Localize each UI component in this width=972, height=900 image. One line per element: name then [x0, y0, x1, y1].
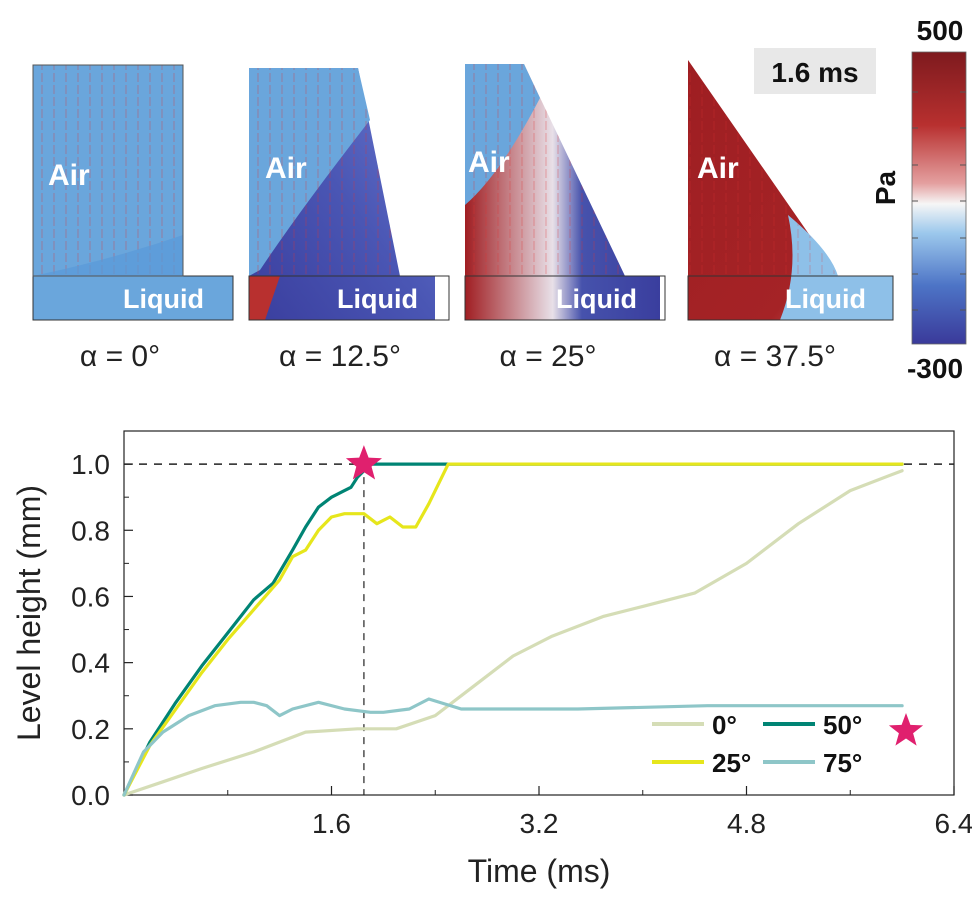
series-line-25deg [122, 462, 904, 797]
level-height-chart: 1.6 3.2 4.8 6.4 0.0 0.2 0.4 0.6 0.8 1.0 Time (ms… [11, 430, 972, 889]
colorbar-gradient [911, 51, 967, 345]
panel-3-caption: α = 25° [500, 340, 597, 373]
star-marker [345, 445, 382, 480]
series-line-0deg [122, 469, 904, 797]
panel-1: Air Liquid α = 0° [32, 64, 234, 373]
panel-4-liquid [687, 275, 894, 321]
y-axis-label: Level height (mm) [11, 485, 47, 741]
panel-4-air-label: Air [697, 152, 739, 185]
panel-2-liquid-label: Liquid [337, 284, 418, 314]
panel-4: Air Liquid α = 37.5° [687, 60, 894, 373]
colorbar-max-label: 500 [917, 15, 964, 46]
panel-3-liquid-label: Liquid [556, 284, 637, 314]
colorbar: 500 Pa -300 [870, 15, 967, 384]
colorbar-unit: Pa [870, 170, 901, 205]
x-tick-label: 4.8 [727, 808, 766, 839]
y-tick-label: 0.0 [71, 780, 110, 811]
x-tick-label: 6.4 [935, 808, 972, 839]
y-tick-label: 1.0 [71, 449, 110, 480]
legend-label: 75° [823, 748, 862, 778]
time-badge-bg [754, 48, 876, 94]
panel-1-caption: α = 0° [80, 340, 160, 373]
colorbar-min-label: -300 [907, 353, 963, 384]
series-line-75deg [122, 697, 904, 797]
panel-2-air-label: Air [265, 152, 307, 185]
panel-1-interface [33, 235, 183, 276]
time-badge: 1.6 ms [771, 57, 858, 88]
panel-4-caption: α = 37.5° [714, 340, 836, 373]
panel-2-caption: α = 12.5° [279, 340, 401, 373]
panel-1-air-label: Air [48, 159, 90, 192]
y-tick-label: 0.2 [71, 714, 110, 745]
panel-4-liquid-label: Liquid [785, 284, 866, 314]
panel-3-liquid [464, 275, 666, 321]
x-tick-label: 1.6 [312, 808, 351, 839]
x-axis-label: Time (ms) [468, 853, 611, 889]
legend-star-icon [888, 713, 924, 746]
legend-label: 25° [712, 748, 751, 778]
panel-2: Air Liquid α = 12.5° [248, 68, 450, 373]
plot-frame [123, 430, 955, 796]
panel-3-air-label: Air [468, 146, 510, 179]
y-tick-label: 0.6 [71, 581, 110, 612]
panel-2-liquid [248, 275, 450, 321]
y-tick-label: 0.4 [71, 648, 110, 679]
legend-label: 0° [712, 710, 737, 740]
x-tick-label: 3.2 [520, 808, 559, 839]
panel-1-liquid-label: Liquid [123, 284, 204, 314]
series-line-50deg [122, 462, 904, 797]
y-tick-label: 0.8 [71, 515, 110, 546]
legend: 0° 50° 25° 75° [652, 710, 924, 778]
legend-label: 50° [823, 710, 862, 740]
panel-3: Air Liquid α = 25° [464, 64, 666, 373]
